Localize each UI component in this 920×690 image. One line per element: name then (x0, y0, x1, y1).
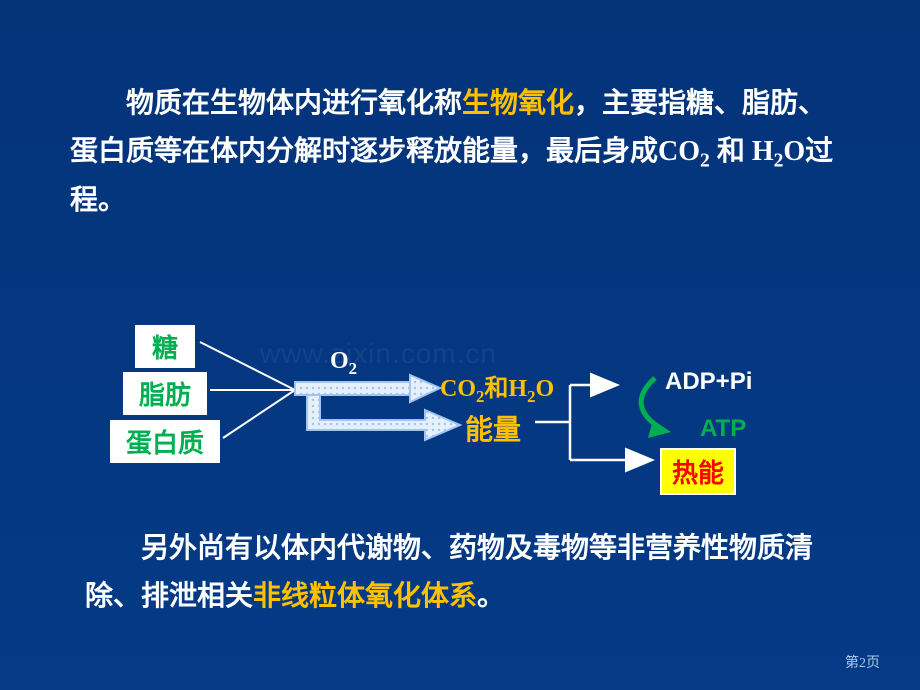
source-box-fat: 脂肪 (123, 372, 207, 415)
source-box-protein: 蛋白质 (110, 420, 220, 463)
slide: www.zixin.com.cn 物质在生物体内进行氧化称生物氧化，主要指糖、脂… (0, 0, 920, 690)
co2-h2o-label: CO2和H2O (440, 368, 554, 407)
page-number: 第2页 (845, 652, 880, 672)
diagram: 糖 脂肪 蛋白质 O2 CO2和H2O 能量 ADP+Pi ATP 热能 (95, 320, 845, 500)
paragraph-1: 物质在生物体内进行氧化称生物氧化，主要指糖、脂肪、蛋白质等在体内分解时逐步释放能… (70, 80, 850, 225)
adp-label: ADP+Pi (665, 368, 752, 396)
atp-label: ATP (700, 415, 746, 443)
o2-label: O2 (330, 348, 357, 379)
source-box-sugar: 糖 (135, 325, 195, 368)
paragraph-2: 另外尚有以体内代谢物、药物及毒物等非营养性物质清除、排泄相关非线粒体氧化体系。 (85, 525, 855, 620)
heat-box: 热能 (660, 448, 736, 495)
energy-label: 能量 (465, 408, 521, 448)
